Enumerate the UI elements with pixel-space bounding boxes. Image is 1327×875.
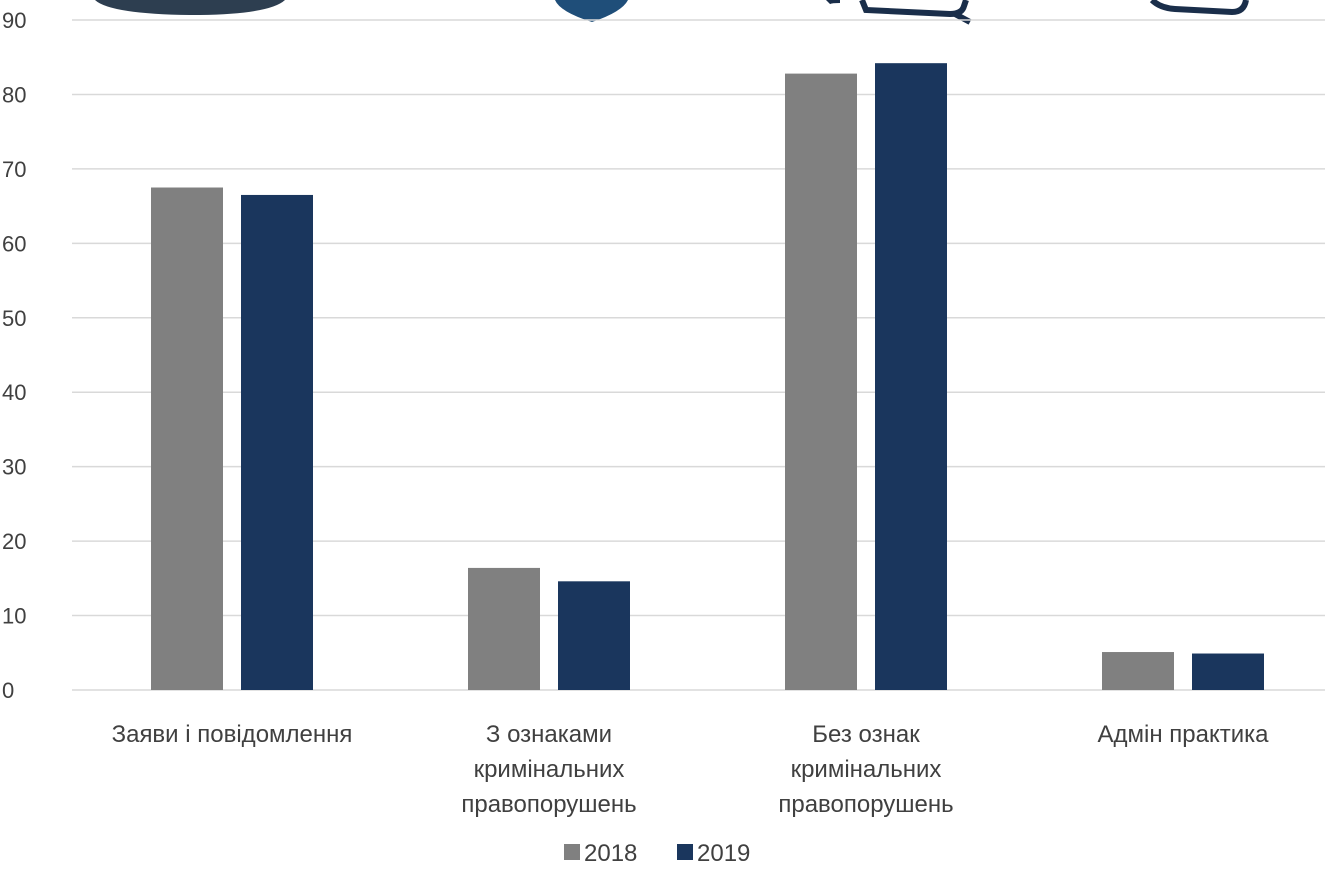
y-tick-label-50: 50 [2,306,26,331]
legend-label-2018: 2018 [584,840,637,867]
bar-2019-3 [875,63,947,690]
bar-2019-2 [558,581,630,690]
shield-icon [555,0,628,22]
legend: 2018 2019 [564,840,750,867]
y-tick-label-30: 30 [2,455,26,480]
legend-swatch-2018 [564,844,580,860]
x-tick-label-2: З ознаками кримінальних правопорушень [461,721,636,818]
y-axis: 0 10 20 30 40 50 60 70 80 90 [2,8,26,703]
decorative-icons [95,0,1249,25]
x-tick-label-3: Без ознак кримінальних правопорушень [778,721,953,818]
bar-2019-1 [241,194,313,690]
bars [151,63,1264,691]
chat-bubble-icon [826,0,972,25]
y-tick-label-80: 80 [2,82,26,107]
y-tick-label-10: 10 [2,604,26,629]
y-tick-label-70: 70 [2,157,26,182]
bar-2018-3 [785,73,857,691]
legend-swatch-2019 [677,844,693,860]
y-tick-label-40: 40 [2,380,26,405]
y-tick-label-60: 60 [2,231,26,256]
bar-2018-1 [151,187,223,690]
legend-label-2019: 2019 [697,840,750,867]
y-tick-label-20: 20 [2,529,26,554]
monitor-icon [95,0,285,15]
x-tick-label-1: Заяви і повідомлення [112,721,353,748]
y-tick-label-90: 90 [2,8,26,33]
x-tick-label-4: Адмін практика [1098,721,1270,748]
x-axis-categories: Заяви і повідомлення З ознаками кримінальн… [112,721,1270,818]
bar-2018-4 [1102,652,1174,690]
bar-2018-2 [468,567,540,690]
bar-2019-4 [1192,653,1264,690]
y-tick-label-0: 0 [2,678,14,703]
document-icon [1149,0,1249,16]
